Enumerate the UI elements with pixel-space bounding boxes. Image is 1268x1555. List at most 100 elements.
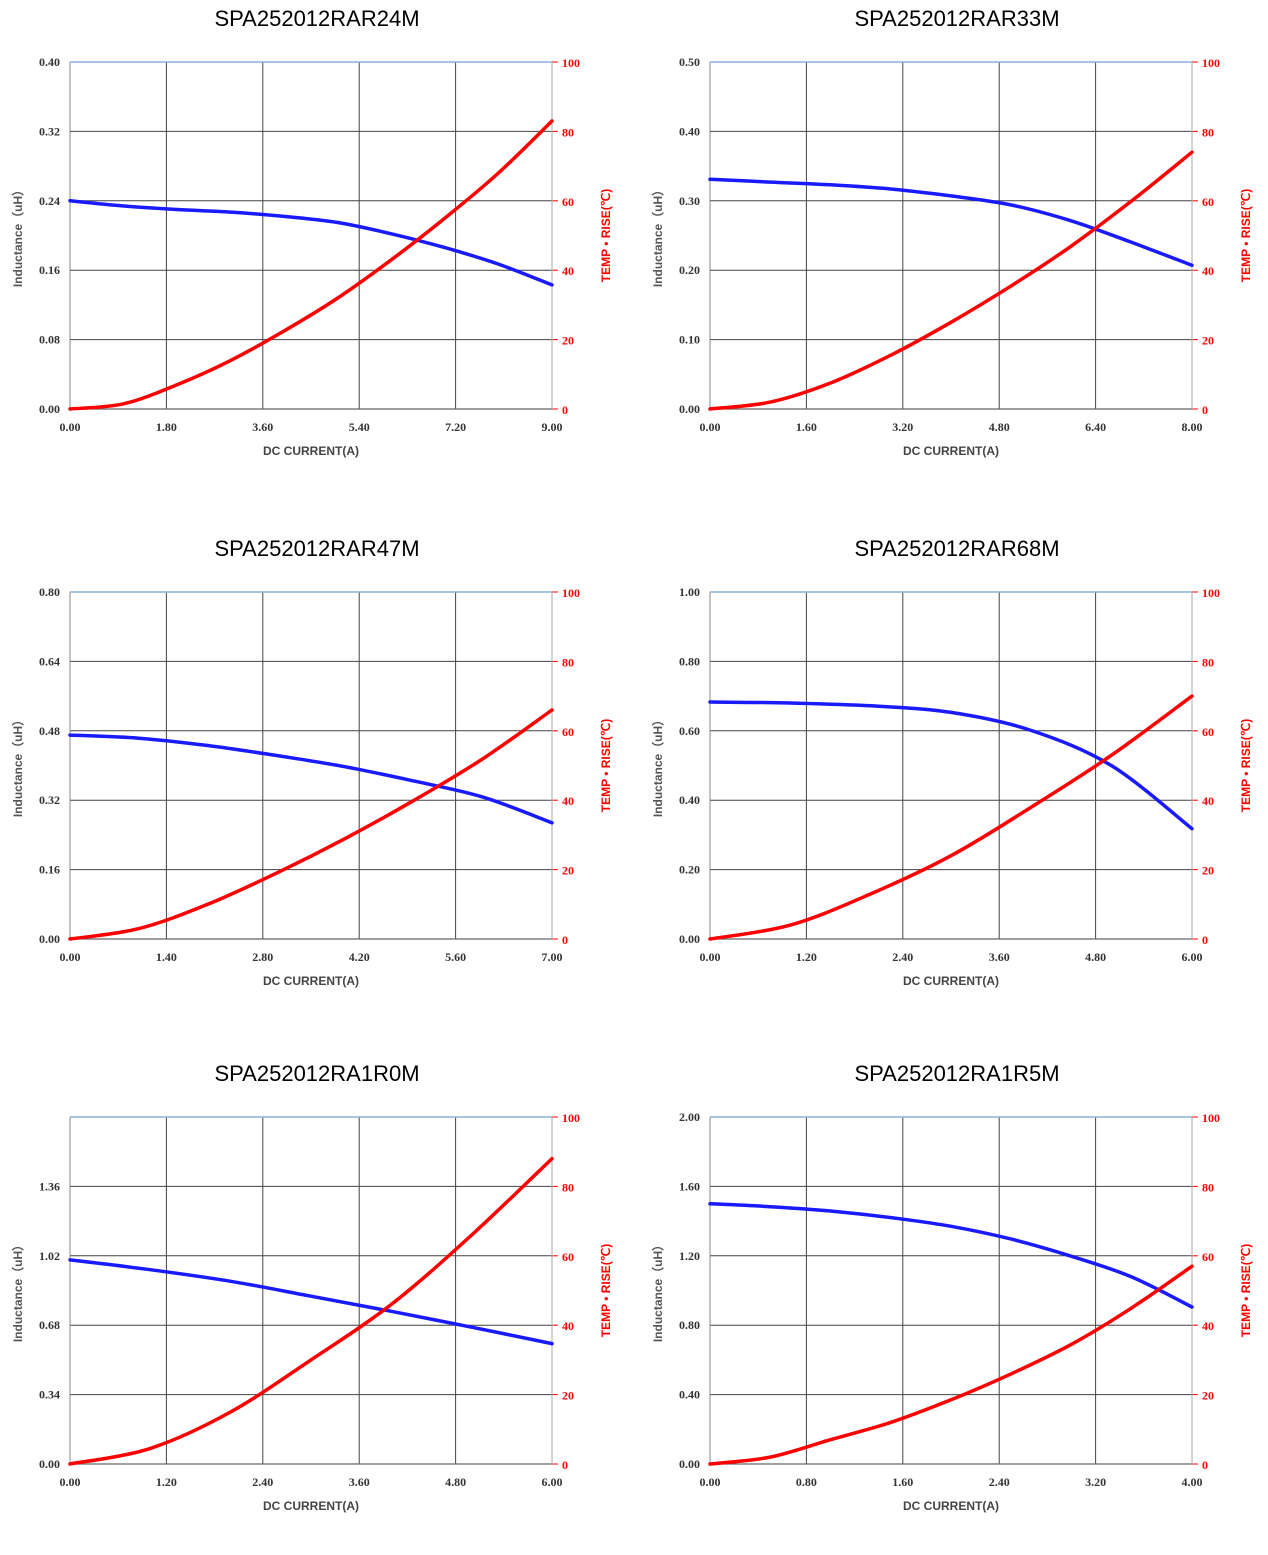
y-tick-label: 1.20	[679, 1249, 700, 1263]
y2-tick-label: 40	[562, 264, 574, 278]
temp-rise-line	[68, 708, 554, 941]
x-tick-label: 0.00	[60, 420, 81, 434]
x-tick-label: 3.60	[349, 1475, 370, 1489]
y-tick-label: 0.40	[679, 1388, 700, 1402]
y-tick-label: 0.80	[39, 585, 60, 599]
y-tick-label: 0.10	[679, 333, 700, 347]
y-tick-label: 0.08	[39, 333, 60, 347]
chart-title: SPA252012RA1R0M	[214, 1061, 420, 1086]
y2-tick-label: 0	[562, 403, 568, 417]
y-tick-label: 0.00	[39, 932, 60, 946]
y2-tick-label: 100	[562, 56, 580, 70]
chart-panel: SPA252012RAR47M 0.00 1.40 2.80 4.20 5.60 7.00 0…	[0, 530, 634, 1030]
chart-panel: SPA252012RAR33M 0.00 1.60 3.20 4.80 6.40 8.00 0…	[640, 0, 1268, 500]
x-tick-label: 0.00	[60, 950, 81, 964]
y2-tick-label: 80	[1202, 1180, 1214, 1194]
temp-rise-line	[708, 1264, 1194, 1466]
inductance-line	[68, 199, 554, 287]
y2-tick-label: 60	[562, 725, 574, 739]
chart-title: SPA252012RAR33M	[854, 6, 1060, 31]
plot-area	[70, 592, 552, 939]
y2-axis-label: TEMP • RISE(℃)	[599, 719, 613, 812]
x-axis-label: DC CURRENT(A)	[903, 974, 999, 988]
y-tick-label: 0.80	[679, 654, 700, 668]
chart-svg: 0.00 0.80 1.60 2.40 3.20 4.00 0.00 0.40 0.80 1.20…	[650, 1110, 1253, 1513]
chart-title: SPA252012RAR47M	[214, 536, 420, 561]
x-axis-label: DC CURRENT(A)	[903, 1499, 999, 1513]
x-tick-label: 6.00	[1182, 950, 1203, 964]
chart-title: SPA252012RA1R5M	[854, 1061, 1060, 1086]
chart-svg: 0.00 1.80 3.60 5.40 7.20 9.00 0.00 0.08 0.16 0.24…	[10, 55, 613, 458]
y-tick-label: 0.00	[679, 1457, 700, 1471]
inductance-line	[68, 733, 554, 825]
x-tick-label: 3.60	[252, 420, 273, 434]
y2-tick-label: 80	[1202, 125, 1214, 139]
y-tick-label: 0.40	[679, 793, 700, 807]
y-tick-label: 0.16	[39, 263, 60, 277]
y-tick-label: 0.40	[679, 124, 700, 138]
x-tick-label: 4.00	[1182, 1475, 1203, 1489]
x-tick-label: 0.00	[60, 1475, 81, 1489]
y2-tick-label: 40	[1202, 264, 1214, 278]
chart-panel: SPA252012RA1R5M 0.00 0.80 1.60 2.40 3.20 4.00 0…	[640, 1055, 1268, 1555]
y2-tick-label: 20	[562, 1389, 574, 1403]
y-tick-label: 1.00	[679, 585, 700, 599]
x-tick-label: 8.00	[1182, 420, 1203, 434]
x-tick-label: 4.80	[989, 420, 1010, 434]
y2-tick-label: 80	[562, 125, 574, 139]
y2-tick-label: 20	[562, 334, 574, 348]
y2-tick-label: 80	[562, 1180, 574, 1194]
y2-tick-label: 100	[1202, 586, 1220, 600]
temp-rise-line	[708, 694, 1194, 941]
chart-panel: SPA252012RAR24M 0.00 1.80 3.60 5.40 7.20 9.00 0…	[0, 0, 634, 500]
y2-axis-label: TEMP • RISE(℃)	[599, 189, 613, 282]
y2-tick-label: 20	[1202, 864, 1214, 878]
temp-rise-line	[708, 150, 1194, 411]
y2-tick-label: 20	[1202, 334, 1214, 348]
temp-rise-line	[68, 119, 554, 411]
y-tick-label: 0.50	[679, 55, 700, 69]
y-tick-label: 2.00	[679, 1110, 700, 1124]
y2-tick-label: 40	[562, 1319, 574, 1333]
y-axis-label: Inductance（uH）	[650, 1239, 665, 1342]
inductance-line	[708, 177, 1194, 268]
y2-axis-label: TEMP • RISE(℃)	[1239, 1244, 1253, 1337]
y-tick-label: 0.64	[39, 654, 60, 668]
y-tick-label: 0.20	[679, 263, 700, 277]
y-tick-label: 0.40	[39, 55, 60, 69]
x-tick-label: 5.60	[445, 950, 466, 964]
x-axis-label: DC CURRENT(A)	[263, 444, 359, 458]
x-tick-label: 7.00	[542, 950, 563, 964]
y2-tick-label: 0	[562, 1458, 568, 1472]
x-tick-label: 2.40	[989, 1475, 1010, 1489]
y2-tick-label: 100	[562, 1111, 580, 1125]
y-tick-label: 0.32	[39, 793, 60, 807]
x-tick-label: 2.40	[892, 950, 913, 964]
y2-tick-label: 80	[1202, 655, 1214, 669]
x-axis-label: DC CURRENT(A)	[903, 444, 999, 458]
x-tick-label: 5.40	[349, 420, 370, 434]
y2-axis-label: TEMP • RISE(℃)	[599, 1244, 613, 1337]
x-tick-label: 4.80	[1085, 950, 1106, 964]
chart-panel: SPA252012RAR68M 0.00 1.20 2.40 3.60 4.80 6.00 0…	[640, 530, 1268, 1030]
y-tick-label: 0.00	[679, 932, 700, 946]
chart-svg: 0.00 1.20 2.40 3.60 4.80 6.00 0.00 0.34 0.68 1.02…	[10, 1111, 613, 1513]
x-tick-label: 1.80	[156, 420, 177, 434]
x-tick-label: 9.00	[542, 420, 563, 434]
y2-tick-label: 0	[1202, 1458, 1208, 1472]
y-tick-label: 0.60	[679, 724, 700, 738]
x-tick-label: 2.80	[252, 950, 273, 964]
y2-tick-label: 100	[1202, 1111, 1220, 1125]
y-axis-label: Inductance（uH）	[10, 184, 25, 287]
x-tick-label: 6.40	[1085, 420, 1106, 434]
y-tick-label: 0.00	[679, 402, 700, 416]
chart-svg: 0.00 1.60 3.20 4.80 6.40 8.00 0.00 0.10 0.20 0.30…	[650, 55, 1253, 458]
chart-svg: 0.00 1.40 2.80 4.20 5.60 7.00 0.00 0.16 0.32 0.48…	[10, 585, 613, 988]
plot-area	[710, 1117, 1192, 1464]
x-tick-label: 6.00	[542, 1475, 563, 1489]
y-tick-label: 0.00	[39, 402, 60, 416]
x-tick-label: 0.00	[700, 420, 721, 434]
x-tick-label: 4.80	[445, 1475, 466, 1489]
x-tick-label: 7.20	[445, 420, 466, 434]
plot-area	[710, 592, 1192, 939]
